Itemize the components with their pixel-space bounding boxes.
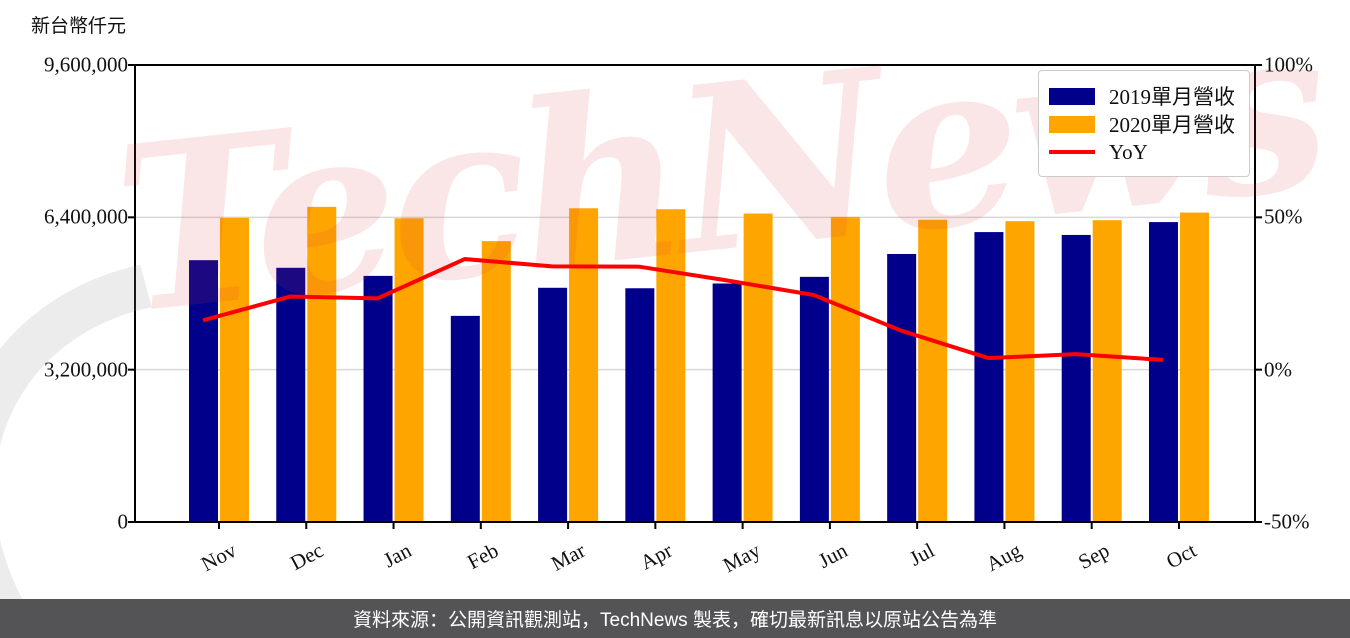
y-right-tick-label-50%: 50%: [1264, 204, 1303, 229]
y-right-tick-label-100%: 100%: [1264, 52, 1313, 77]
bar-2019-sep: [1061, 234, 1091, 522]
source-footer-text: 資料來源：公開資訊觀測站，TechNews 製表，確切最新訊息以原站公告為準: [353, 610, 997, 631]
bar-2020-sep: [1092, 220, 1122, 523]
yoy-line: [202, 257, 1164, 362]
legend-label-2019: 2019單月營收: [1109, 85, 1235, 109]
legend-swatch-2019: [1049, 87, 1095, 105]
bar-2020-jun: [830, 216, 860, 522]
plot-frame: [134, 64, 1256, 523]
bar-2020-nov: [220, 217, 249, 522]
legend: 2019單月營收 2020單月營收 YoY: [1038, 70, 1250, 177]
bar-2019-jul: [887, 253, 917, 523]
bar-2019-jan: [363, 275, 393, 522]
bar-2020-mar: [569, 208, 599, 522]
legend-item-yoy: YoY: [1049, 140, 1237, 164]
bar-2020-jan: [394, 218, 424, 523]
bar-2019-aug: [974, 232, 1004, 522]
bar-2020-dec: [307, 206, 337, 522]
source-footer-bar: 資料來源：公開資訊觀測站，TechNews 製表，確切最新訊息以原站公告為準: [0, 599, 1350, 638]
y-left-tick-label-9,600,000: 9,600,000: [44, 52, 128, 77]
legend-swatch-yoy: [1049, 150, 1095, 154]
bar-2019-oct: [1148, 222, 1178, 522]
bar-2019-dec: [276, 267, 306, 522]
y-left-tick-label-6,400,000: 6,400,000: [44, 204, 128, 229]
y-left-tick-label-3,200,000: 3,200,000: [44, 357, 128, 382]
bar-2020-aug: [1005, 221, 1035, 522]
bar-2019-apr: [625, 288, 655, 522]
bar-2020-oct: [1179, 212, 1209, 522]
bar-2019-may: [712, 283, 742, 522]
bar-2019-mar: [538, 287, 568, 522]
bar-2020-apr: [656, 209, 686, 522]
legend-label-yoy: YoY: [1109, 139, 1148, 164]
y-left-tick-label-0: 0: [117, 509, 129, 534]
bar-2020-feb: [481, 241, 511, 522]
bar-2020-jul: [918, 219, 948, 522]
legend-label-2020: 2020單月營收: [1109, 113, 1235, 137]
legend-item-2019: 2019單月營收: [1049, 84, 1237, 109]
y-right-tick-label-0%: 0%: [1264, 357, 1292, 382]
y-right-tick-label--50%: -50%: [1264, 509, 1310, 534]
bar-2019-jun: [799, 276, 829, 522]
legend-swatch-2020: [1049, 115, 1095, 133]
bar-2020-may: [743, 213, 773, 522]
y-axis-unit-label: 新台幣仟元: [31, 16, 127, 37]
bar-2019-feb: [450, 315, 480, 522]
bar-2019-nov: [189, 260, 218, 522]
legend-item-2020: 2020單月營收: [1049, 112, 1237, 137]
